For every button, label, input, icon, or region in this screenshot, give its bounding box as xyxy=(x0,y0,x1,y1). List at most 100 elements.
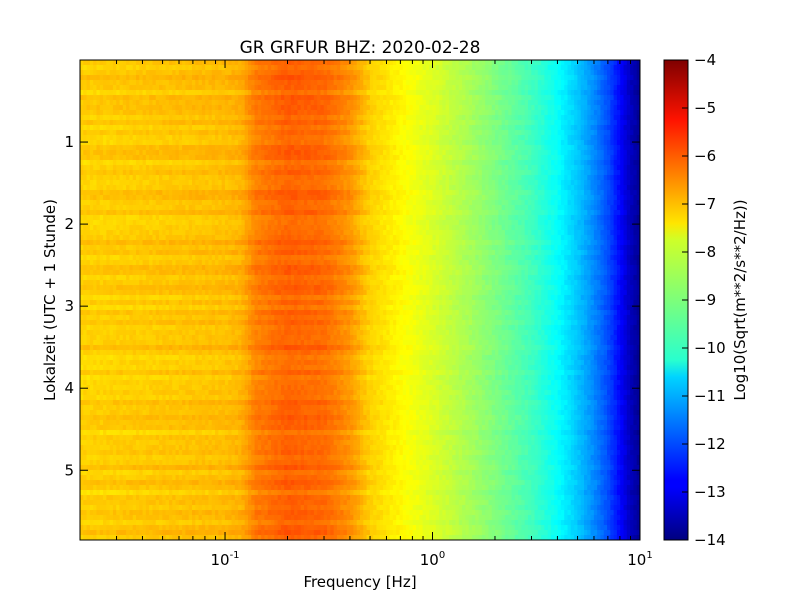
heatmap-cell xyxy=(89,385,94,391)
heatmap-cell xyxy=(152,400,157,406)
heatmap-cell xyxy=(208,345,213,351)
heatmap-cell xyxy=(238,140,243,146)
heatmap-cell xyxy=(178,190,183,196)
heatmap-cell xyxy=(201,130,206,136)
heatmap-cell xyxy=(192,345,196,351)
heatmap-cell xyxy=(221,325,226,331)
heatmap-cell xyxy=(106,205,111,211)
heatmap-cell xyxy=(224,95,229,101)
heatmap-cell xyxy=(122,200,127,206)
heatmap-cell xyxy=(119,320,124,326)
heatmap-cell xyxy=(244,60,249,66)
heatmap-cell xyxy=(211,335,216,341)
heatmap-cell xyxy=(126,250,131,256)
heatmap-cell xyxy=(155,470,160,476)
heatmap-cell xyxy=(96,270,101,276)
heatmap-cell xyxy=(215,515,219,521)
heatmap-cell xyxy=(103,210,107,216)
heatmap-cell xyxy=(195,280,200,286)
heatmap-cell xyxy=(182,215,187,221)
heatmap-cell xyxy=(86,490,91,496)
heatmap-cell xyxy=(208,490,213,496)
heatmap-cell xyxy=(182,220,187,226)
heatmap-cell xyxy=(86,495,91,501)
heatmap-cell xyxy=(241,445,246,451)
heatmap-cell xyxy=(116,415,121,421)
heatmap-cell xyxy=(198,65,203,71)
heatmap-cell xyxy=(188,375,193,381)
heatmap-cell xyxy=(93,290,98,296)
heatmap-cell xyxy=(122,415,127,421)
heatmap-cell xyxy=(109,75,114,81)
heatmap-cell xyxy=(205,370,210,376)
heatmap-cell xyxy=(224,240,229,246)
heatmap-cell xyxy=(136,500,140,506)
heatmap-cell xyxy=(159,390,163,396)
heatmap-cell xyxy=(126,365,131,371)
heatmap-cell xyxy=(112,245,117,251)
heatmap-cell xyxy=(83,220,88,226)
heatmap-cell xyxy=(112,215,117,221)
heatmap-cell xyxy=(228,400,233,406)
heatmap-cell xyxy=(211,185,216,191)
heatmap-cell xyxy=(145,180,150,186)
heatmap-cell xyxy=(129,270,134,276)
heatmap-cell xyxy=(178,265,183,271)
heatmap-cell xyxy=(224,390,229,396)
heatmap-cell xyxy=(205,200,210,206)
heatmap-cell xyxy=(116,235,121,241)
heatmap-cell xyxy=(192,375,196,381)
heatmap-cell xyxy=(172,285,177,291)
heatmap-cell xyxy=(244,425,249,431)
heatmap-cell xyxy=(132,360,137,366)
heatmap-cell xyxy=(145,415,150,421)
heatmap-cell xyxy=(145,150,150,156)
heatmap-cell xyxy=(93,250,98,256)
heatmap-cell xyxy=(86,265,91,271)
heatmap-cell xyxy=(122,220,127,226)
heatmap-cell xyxy=(116,405,121,411)
heatmap-cell xyxy=(234,300,239,306)
heatmap-cell xyxy=(224,160,229,166)
heatmap-cell xyxy=(248,205,252,211)
heatmap-cell xyxy=(122,455,127,461)
heatmap-cell xyxy=(224,60,229,66)
heatmap-cell xyxy=(238,300,243,306)
heatmap-cell xyxy=(99,500,104,506)
heatmap-cell xyxy=(109,385,114,391)
heatmap-cell xyxy=(152,175,157,181)
heatmap-cell xyxy=(106,520,111,526)
heatmap-cell xyxy=(211,105,216,111)
heatmap-cell xyxy=(122,250,127,256)
heatmap-cell xyxy=(80,345,84,351)
heatmap-cell xyxy=(152,535,157,540)
heatmap-cell xyxy=(228,310,233,316)
heatmap-cell xyxy=(142,250,147,256)
heatmap-cell xyxy=(221,350,226,356)
heatmap-cell xyxy=(224,285,229,291)
heatmap-cell xyxy=(149,60,154,66)
heatmap-cell xyxy=(159,350,163,356)
heatmap-cell xyxy=(211,315,216,321)
heatmap-cell xyxy=(244,65,249,71)
heatmap-cell xyxy=(182,125,187,131)
heatmap-cell xyxy=(93,140,98,146)
heatmap-cell xyxy=(155,100,160,106)
heatmap-cell xyxy=(109,100,114,106)
heatmap-cell xyxy=(178,520,183,526)
heatmap-cell xyxy=(192,430,196,436)
heatmap-cell xyxy=(248,130,252,136)
heatmap-cell xyxy=(99,165,104,171)
heatmap-cell xyxy=(168,420,173,426)
heatmap-cell xyxy=(89,90,94,96)
heatmap-cell xyxy=(162,440,167,446)
heatmap-cell xyxy=(99,380,104,386)
heatmap-cell xyxy=(218,320,223,326)
heatmap-cell xyxy=(192,305,196,311)
heatmap-cell xyxy=(172,435,177,441)
heatmap-cell xyxy=(211,330,216,336)
heatmap-cell xyxy=(159,490,163,496)
heatmap-cell xyxy=(208,335,213,341)
heatmap-cell xyxy=(142,450,147,456)
heatmap-cell xyxy=(201,125,206,131)
